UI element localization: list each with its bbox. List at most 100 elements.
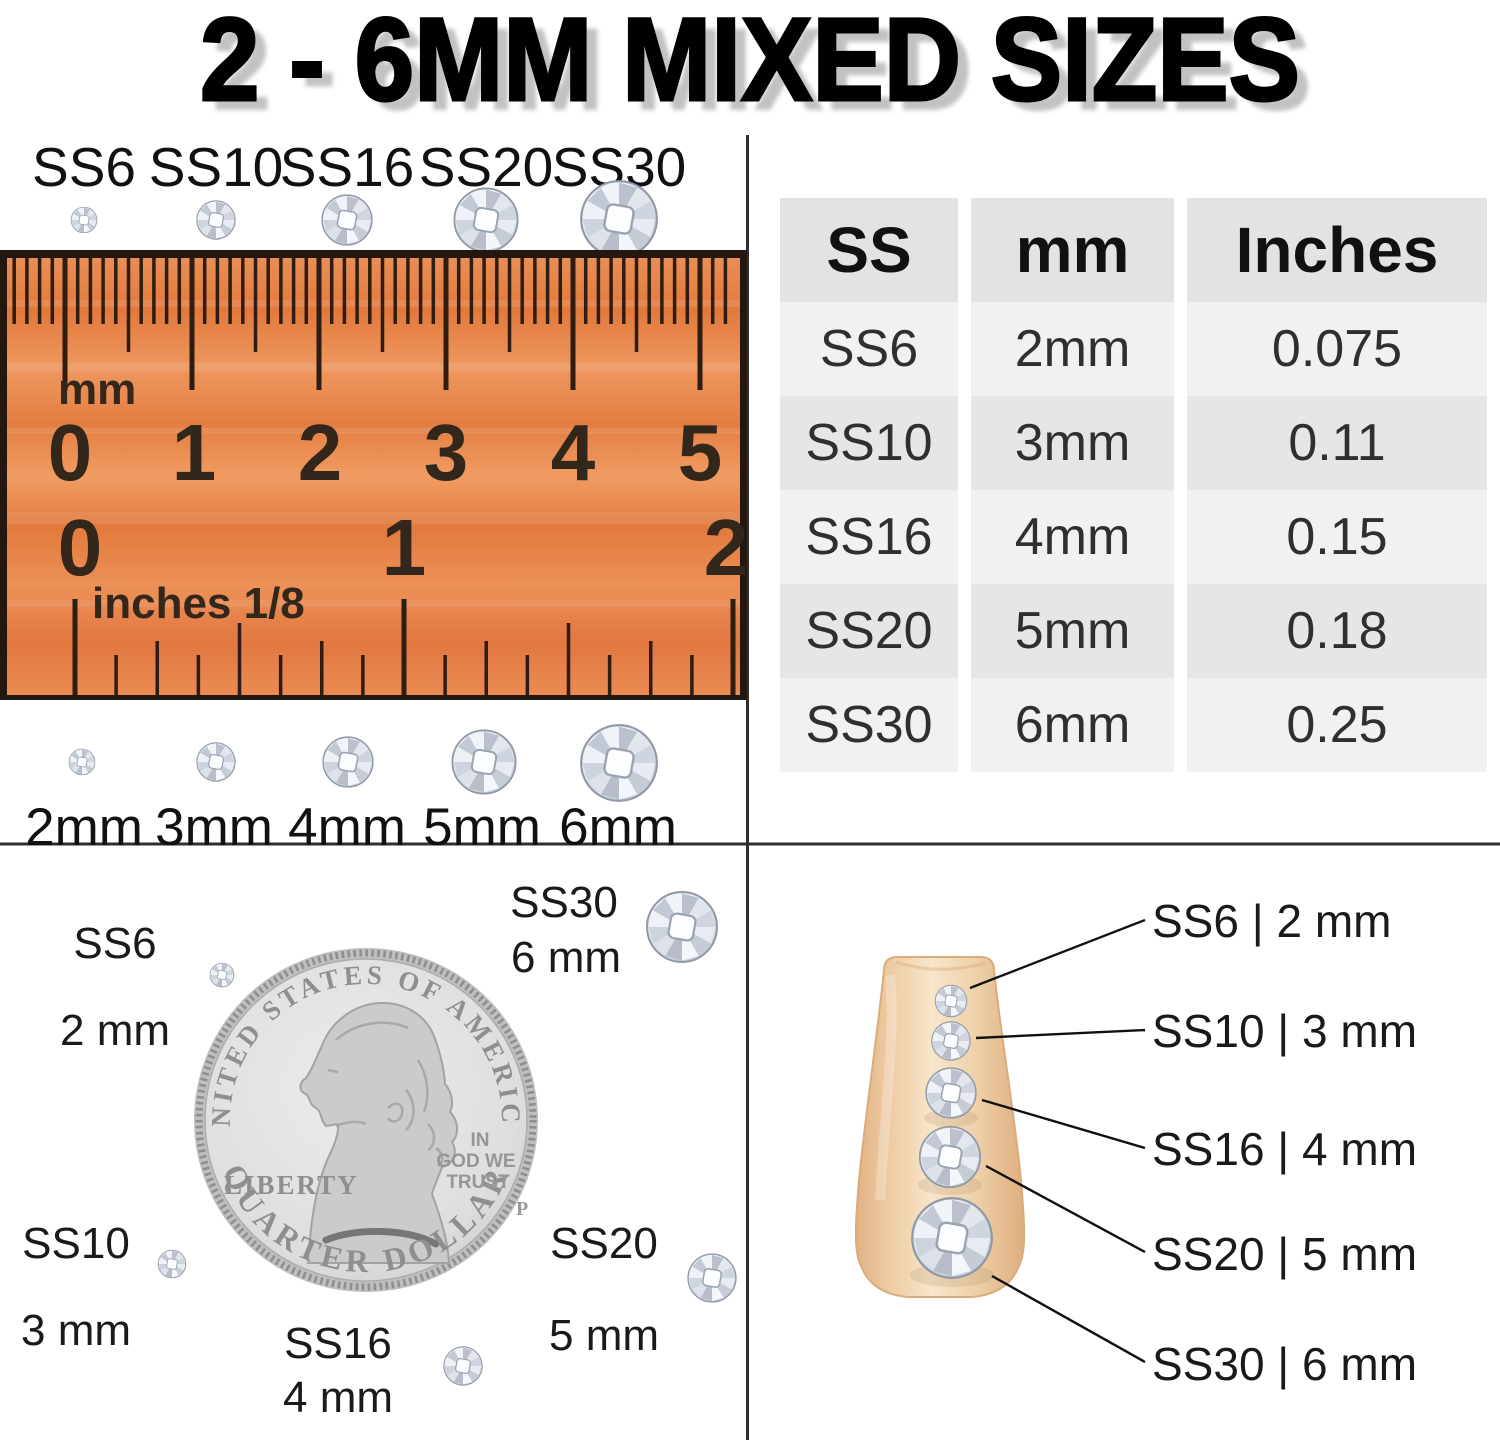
rhinestone [196,200,236,240]
ruler-cm-numbers: 0 1 2 3 4 5 [48,408,723,497]
rhinestone [687,1253,737,1303]
mm-size-label: 5mm [423,798,541,857]
ruler-number: 1 [172,408,217,497]
table-cell-inches: 0.075 [1187,302,1487,396]
ruler-number: 3 [424,408,469,497]
table-header-mm: mm [971,198,1174,302]
stone-callout-size: 3 mm [21,1306,131,1355]
callout-line [991,1274,1146,1364]
coin-motto-line: TRUST [446,1172,510,1193]
table-cell-mm: 6mm [971,678,1174,772]
table-cell-ss: SS16 [780,490,958,584]
ss-size-label: SS10 [149,136,284,198]
table-cell-inches: 0.25 [1187,678,1487,772]
rhinestone [918,1125,982,1189]
callout-line [985,1164,1146,1254]
callout-line [981,1098,1146,1150]
table-cell-ss: SS6 [780,302,958,396]
page-title: 2 - 6MM MIXED SIZES 2 - 6MM MIXED SIZES [199,0,1313,136]
rhinestone [925,1067,977,1119]
stone-callout-ss: SS16 [284,1319,392,1368]
table-cell-inches: 0.15 [1187,490,1487,584]
stone-callout-size: 4 mm [283,1373,393,1422]
ss-size-label: SS16 [280,136,415,198]
stone-callout-ss: SS20 [550,1219,658,1268]
ruler-mm-unit: mm [58,365,136,414]
stone-callout-ss: SS30 [510,878,618,927]
title-text: 2 - 6MM MIXED SIZES [200,0,1300,126]
table-cell-ss: SS10 [780,396,958,490]
rhinestone [934,984,968,1018]
ruler-number: 2 [298,408,343,497]
bust-detail-lines [327,1021,444,1168]
rhinestone [453,187,519,253]
rhinestone [931,1021,971,1061]
mm-tick-marks [12,258,728,390]
table-cell-ss: SS30 [780,678,958,772]
table-cell-inches: 0.11 [1187,396,1487,490]
table-cell-ss: SS20 [780,584,958,678]
ruler-number: 2 [704,503,749,592]
mm-size-label: 6mm [559,798,677,857]
coin-mint-mark: P [516,1198,528,1220]
size-conversion-table: SS mm Inches SS6 2mm 0.075 SS10 3mm 0.11… [780,198,1487,772]
mm-size-label: 3mm [155,798,273,857]
nail-callout-label: SS6 | 2 mm [1152,895,1391,947]
title-shadow: 2 - 6MM MIXED SIZES [212,4,1312,136]
callout-line [975,1028,1146,1040]
inch-tick-marks [72,599,736,695]
nail-callout-label: SS16 | 4 mm [1152,1123,1417,1175]
rhinestone [910,1196,994,1280]
nail-callout-label: SS10 | 3 mm [1152,1005,1417,1057]
stone-callout-size: 6 mm [511,933,621,982]
ruler-number: 4 [551,408,596,497]
ss-label-row: SS6 SS10 SS16 SS20 SS30 [32,136,686,198]
rhinestone [68,748,96,776]
coin-motto-line: GOD WE [436,1151,515,1172]
table-cell-mm: 5mm [971,584,1174,678]
table-header-inches: Inches [1187,198,1487,302]
nail-stones [910,984,994,1287]
ruler-number: 1 [382,503,427,592]
coin-section-labels: SS6 2 mm SS30 6 mm SS10 3 mm SS20 5 mm S… [21,878,659,1422]
ss-size-label: SS6 [32,136,136,198]
callout-line [969,918,1146,990]
stone-callout-size: 5 mm [549,1311,659,1360]
table-cell-mm: 2mm [971,302,1174,396]
rhinestone [451,729,517,795]
rhinestone [70,206,98,234]
nail-callout-label: SS20 | 5 mm [1152,1228,1417,1280]
nail-callout-label: SS30 | 6 mm [1152,1338,1417,1390]
table-header-ss: SS [780,198,958,302]
quarter-coin: UNITED STATES OF AMERICA QUARTER DOLLAR … [194,948,538,1292]
rhinestone [645,890,719,964]
table-cell-mm: 3mm [971,396,1174,490]
rhinestone [321,194,373,246]
washington-bust [299,1001,458,1264]
stone-row-bottom [68,723,659,803]
mm-label-row: 2mm 3mm 4mm 5mm 6mm [25,798,677,857]
callout-lines [969,918,1146,1364]
rhinestone [322,736,374,788]
ruler-number: 0 [58,503,103,592]
ruler-number: 0 [48,408,93,497]
stone-callout-ss: SS10 [22,1219,130,1268]
rhinestone [443,1346,483,1386]
ruler: mm 0 1 2 3 4 5 0 1 2 inches 1/8 [0,250,748,700]
ruler-number: 5 [678,408,723,497]
nail-section-labels: SS6 | 2 mm SS10 | 3 mm SS16 | 4 mm SS20 … [1152,895,1417,1390]
stone-callout-ss: SS6 [73,919,156,968]
table-cell-inches: 0.18 [1187,584,1487,678]
coin-reeded-edge [195,949,537,1291]
rhinestone [196,742,236,782]
coin-motto: IN GOD WE TRUST [436,1130,515,1193]
ruler-inch-unit: inches 1/8 [92,579,305,628]
stone-callout-size: 2 mm [60,1006,170,1055]
coin-liberty: LIBERTY [224,1170,359,1200]
mm-size-label: 4mm [288,798,406,857]
mm-size-label: 2mm [25,798,143,857]
rhinestone [579,723,659,803]
rhinestone [579,179,659,259]
